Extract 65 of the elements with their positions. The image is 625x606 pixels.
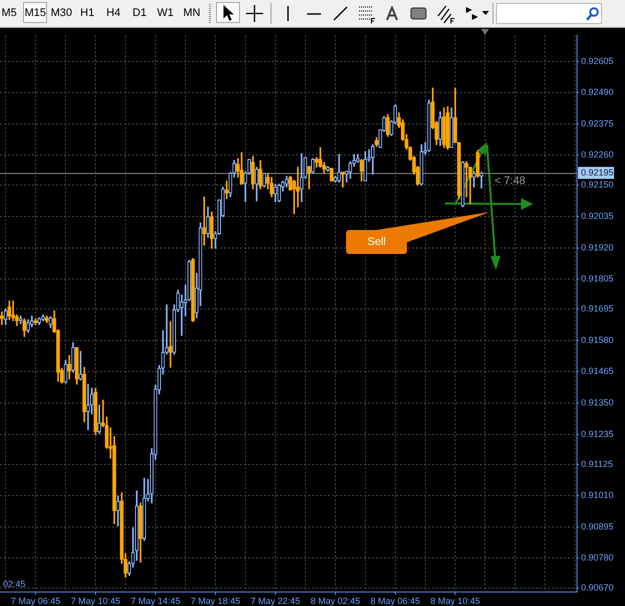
x-tick-label: 7 May 18:45 xyxy=(190,596,240,606)
y-tick-label: 0.90895 xyxy=(581,521,614,532)
text: M15 xyxy=(24,7,46,19)
y-tick-label: 0.91805 xyxy=(581,274,614,284)
candlestick xyxy=(206,206,210,238)
candlestick xyxy=(142,478,146,541)
candlestick xyxy=(460,161,465,208)
candlestick xyxy=(48,316,52,328)
x-tick-label: 7 May 14:45 xyxy=(130,596,180,606)
candlestick xyxy=(472,170,476,188)
text: H4 xyxy=(106,7,120,19)
candlestick xyxy=(274,184,278,202)
y-tick-label: 0.91350 xyxy=(581,398,614,408)
candlestick xyxy=(363,151,368,182)
y-tick-label: 0.91920 xyxy=(581,242,614,252)
candlestick xyxy=(262,172,266,188)
y-tick-label: 0.91235 xyxy=(581,428,614,439)
text: H1 xyxy=(80,7,94,19)
y-tick-label: 0.92035 xyxy=(581,210,614,221)
y-tick-label: 0.92150 xyxy=(581,180,614,190)
candlestick xyxy=(356,154,360,163)
candlestick xyxy=(64,360,68,384)
x-tick-label: 7 May 10:45 xyxy=(70,596,120,606)
annotation: < 7:48 xyxy=(494,174,526,187)
text: MN xyxy=(183,7,200,19)
candlestick xyxy=(450,108,454,148)
candlestick xyxy=(438,111,442,146)
candlestick xyxy=(86,384,90,430)
text: M30 xyxy=(50,7,72,19)
ref-line-label: 0.92195 xyxy=(581,167,614,178)
y-tick-label: 0.92605 xyxy=(581,56,614,66)
candlestick xyxy=(78,350,82,380)
candlestick xyxy=(277,184,281,202)
text: W1 xyxy=(157,7,174,19)
y-tick-label: 0.91465 xyxy=(581,366,614,376)
candlestick xyxy=(370,144,375,175)
candlestick xyxy=(480,172,484,188)
x-tick-label: 7 May 06:45 xyxy=(10,596,60,606)
y-tick-label: 0.90670 xyxy=(581,582,614,593)
annotation: 02:45 xyxy=(3,579,26,589)
x-tick-label: 8 May 06:45 xyxy=(370,596,420,606)
candlestick xyxy=(168,321,172,368)
y-tick-label: 0.92490 xyxy=(581,87,614,98)
y-tick-label: 0.92375 xyxy=(581,118,614,128)
candlestick xyxy=(71,342,75,373)
candlestick xyxy=(97,404,102,434)
y-tick-label: 0.91580 xyxy=(581,334,614,345)
y-tick-label: 0.90780 xyxy=(581,552,614,563)
candlestick xyxy=(427,100,431,152)
x-tick-label: 7 May 22:45 xyxy=(250,596,300,606)
y-tick-label: 0.91125 xyxy=(581,458,613,469)
y-tick-label: 0.91010 xyxy=(581,490,614,500)
text: M5 xyxy=(2,7,17,19)
candlestick xyxy=(420,144,424,186)
x-tick-label: 8 May 02:45 xyxy=(310,596,360,606)
candlestick xyxy=(334,176,338,183)
x-tick-label: 8 May 10:45 xyxy=(430,596,480,606)
text: D1 xyxy=(132,7,147,19)
candlestick xyxy=(311,158,315,174)
candlestick xyxy=(300,153,304,202)
annotation: Sell xyxy=(368,236,386,248)
candlestick xyxy=(116,496,120,526)
candlestick xyxy=(464,161,468,198)
y-tick-label: 0.92260 xyxy=(581,150,614,160)
y-tick-label: 0.91695 xyxy=(581,304,614,314)
